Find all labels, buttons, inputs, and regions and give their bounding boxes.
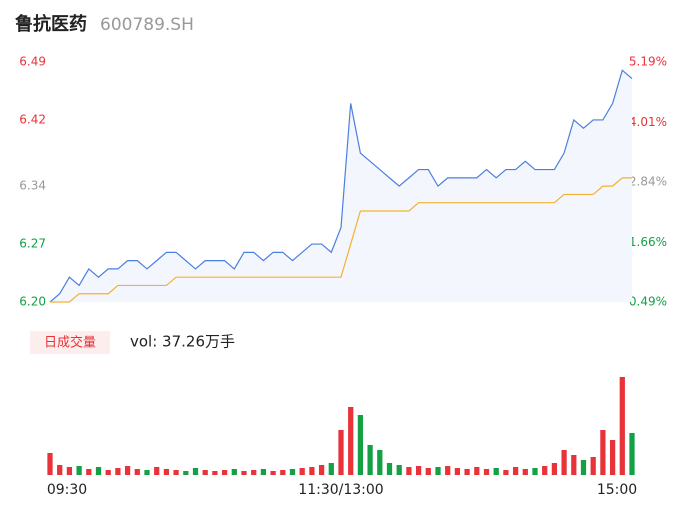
stock-code: 600789.SH bbox=[100, 15, 194, 35]
volume-bar bbox=[66, 467, 73, 475]
volume-bar bbox=[600, 430, 606, 475]
volume-bar bbox=[629, 433, 635, 475]
volume-bar bbox=[221, 470, 228, 475]
volume-bar bbox=[154, 467, 160, 475]
x-tick-label: 09:30 bbox=[47, 482, 87, 498]
volume-bar bbox=[76, 466, 82, 475]
volume-label-box bbox=[30, 331, 110, 354]
x-tick-label: 11:30/13:00 bbox=[298, 482, 383, 498]
y-tick-label: 6.42 bbox=[19, 112, 46, 126]
volume-bar bbox=[551, 463, 558, 475]
volume-bar bbox=[619, 377, 625, 475]
y2-tick-label: 4.01% bbox=[629, 115, 667, 129]
volume-bar bbox=[47, 453, 53, 475]
volume-bar bbox=[406, 467, 412, 475]
volume-bar bbox=[396, 465, 402, 475]
y2-tick-label: 0.49% bbox=[629, 295, 667, 309]
volume-bar bbox=[95, 467, 102, 475]
volume-bar bbox=[270, 471, 276, 475]
y-tick-label: 6.49 bbox=[19, 55, 46, 69]
y-tick-label: 6.20 bbox=[19, 295, 46, 309]
average-line bbox=[50, 177, 632, 303]
volume-bar bbox=[561, 450, 567, 475]
volume-bar bbox=[445, 466, 451, 475]
volume-bar bbox=[318, 465, 325, 475]
volume-bar bbox=[231, 469, 237, 475]
volume-bar bbox=[289, 469, 296, 475]
volume-bar bbox=[464, 469, 470, 475]
volume-bar bbox=[367, 445, 373, 475]
volume-bar bbox=[212, 471, 218, 475]
volume-bar bbox=[493, 468, 499, 475]
volume-bar bbox=[260, 469, 267, 475]
volume-bar bbox=[425, 468, 431, 475]
volume-bar bbox=[202, 470, 208, 475]
stock-name: 鲁抗医药 bbox=[15, 13, 87, 35]
volume-bar bbox=[386, 463, 393, 475]
volume-bar bbox=[105, 470, 111, 475]
volume-text: vol: 37.26万手 bbox=[130, 333, 235, 351]
volume-bar bbox=[474, 467, 480, 475]
volume-bar bbox=[454, 468, 461, 475]
volume-bar bbox=[503, 470, 509, 475]
volume-bar bbox=[357, 415, 364, 475]
volume-bar bbox=[183, 471, 189, 475]
y2-tick-label: 5.19% bbox=[629, 55, 667, 69]
volume-bar bbox=[348, 407, 354, 475]
volume-bar bbox=[115, 468, 121, 475]
volume-bar bbox=[241, 471, 247, 475]
volume-bar bbox=[512, 467, 519, 475]
y-tick-label: 6.34 bbox=[19, 179, 46, 193]
y-tick-label: 6.27 bbox=[19, 237, 46, 251]
volume-bar bbox=[571, 455, 577, 475]
volume-bar bbox=[124, 466, 131, 475]
volume-bar bbox=[338, 430, 344, 475]
volume-bar bbox=[483, 469, 490, 475]
volume-label: 日成交量 bbox=[44, 335, 96, 351]
volume-bar bbox=[163, 469, 170, 475]
volume-bar bbox=[328, 463, 334, 475]
price-line bbox=[49, 69, 633, 303]
volume-bar bbox=[134, 469, 140, 475]
volume-bar bbox=[532, 468, 538, 475]
volume-bar bbox=[522, 469, 528, 475]
y2-tick-label: 2.84% bbox=[629, 175, 667, 189]
volume-bar bbox=[377, 450, 383, 475]
volume-bar bbox=[86, 469, 92, 475]
volume-bar bbox=[435, 467, 441, 475]
volume-bar bbox=[251, 470, 257, 475]
volume-bar bbox=[609, 440, 616, 475]
volume-bar bbox=[192, 468, 199, 475]
volume-bar bbox=[280, 470, 286, 475]
volume-bar bbox=[299, 468, 305, 475]
volume-bar bbox=[590, 457, 596, 475]
volume-bar bbox=[309, 467, 315, 475]
volume-bar bbox=[415, 466, 422, 475]
price-area bbox=[50, 70, 632, 302]
y2-tick-label: 1.66% bbox=[629, 235, 667, 249]
volume-bar bbox=[173, 470, 179, 475]
volume-bar bbox=[57, 465, 63, 475]
x-tick-label: 15:00 bbox=[597, 482, 637, 498]
volume-bar bbox=[144, 470, 150, 475]
volume-bar bbox=[580, 460, 587, 475]
volume-bar bbox=[542, 466, 548, 475]
